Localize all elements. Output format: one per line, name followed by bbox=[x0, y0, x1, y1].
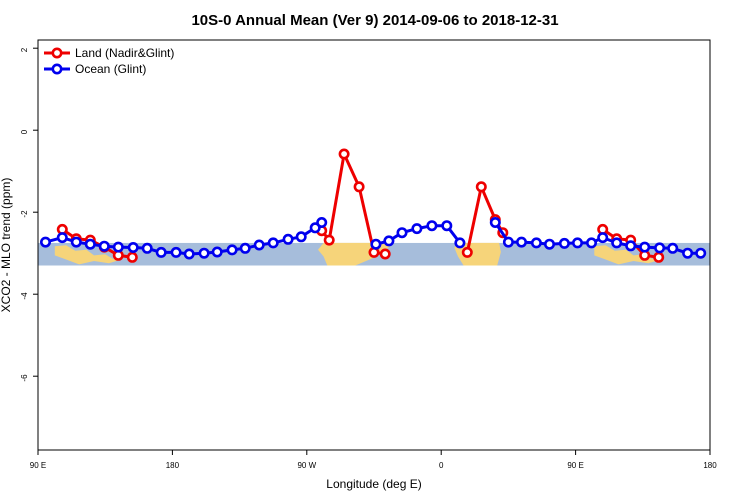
series-ocean-point bbox=[697, 249, 705, 257]
y-axis: 2 0 -2 -4 -6 XCO2 - MLO trend (ppm) bbox=[0, 47, 38, 381]
series-ocean-point bbox=[613, 239, 621, 247]
series-ocean-point bbox=[587, 239, 595, 247]
legend-land-label: Land (Nadir&Glint) bbox=[75, 46, 174, 60]
series-ocean-point bbox=[532, 239, 540, 247]
x-tick-label: 90 E bbox=[567, 461, 583, 470]
series-ocean-point bbox=[100, 242, 108, 250]
y-axis-label: XCO2 - MLO trend (ppm) bbox=[0, 178, 13, 313]
series-ocean-point bbox=[241, 244, 249, 252]
legend-ocean-marker bbox=[53, 65, 61, 73]
legend-ocean-label: Ocean (Glint) bbox=[75, 62, 146, 76]
series-ocean-point bbox=[627, 242, 635, 250]
series-ocean-point bbox=[669, 244, 677, 252]
x-axis-label: Longitude (deg E) bbox=[326, 477, 421, 491]
series-land-point bbox=[355, 183, 363, 191]
series-ocean-point bbox=[143, 244, 151, 252]
x-tick-label: 90 E bbox=[30, 461, 46, 470]
series-ocean-point bbox=[318, 218, 326, 226]
x-tick-label: 180 bbox=[166, 461, 180, 470]
series-ocean-point bbox=[545, 240, 553, 248]
series-ocean-point bbox=[385, 237, 393, 245]
series-ocean-point bbox=[114, 243, 122, 251]
series-ocean-point bbox=[504, 238, 512, 246]
series-ocean-point bbox=[372, 240, 380, 248]
series-ocean-point bbox=[86, 240, 94, 248]
series-ocean-point bbox=[200, 249, 208, 257]
x-tick-label: 0 bbox=[439, 461, 444, 470]
y-tick-label: 0 bbox=[20, 129, 29, 134]
series-ocean-point bbox=[491, 218, 499, 226]
series-ocean-point bbox=[72, 238, 80, 246]
series-ocean-point bbox=[284, 235, 292, 243]
series-ocean-point bbox=[398, 229, 406, 237]
series-ocean-point bbox=[560, 239, 568, 247]
series-ocean-point bbox=[172, 248, 180, 256]
legend-land-marker bbox=[53, 49, 61, 57]
series-ocean-point bbox=[41, 238, 49, 246]
chart: 10S-0 Annual Mean (Ver 9) 2014-09-06 to … bbox=[0, 0, 750, 500]
y-tick-label: -2 bbox=[20, 210, 29, 218]
series-ocean-point bbox=[683, 249, 691, 257]
series-ocean-point bbox=[185, 250, 193, 258]
series-ocean-point bbox=[255, 241, 263, 249]
series-ocean-point bbox=[228, 246, 236, 254]
legend: Land (Nadir&Glint) Ocean (Glint) bbox=[44, 46, 174, 76]
x-tick-label: 180 bbox=[703, 461, 717, 470]
y-tick-label: 2 bbox=[20, 47, 29, 52]
y-tick-label: -4 bbox=[20, 292, 29, 300]
series-ocean-point bbox=[58, 233, 66, 241]
x-axis: 90 E 180 90 W 0 90 E 180 Longitude (deg … bbox=[30, 450, 717, 491]
series-ocean-point bbox=[573, 239, 581, 247]
series-ocean-point bbox=[413, 224, 421, 232]
series-ocean-point bbox=[599, 233, 607, 241]
series-land-point bbox=[655, 253, 663, 261]
series-ocean-point bbox=[641, 243, 649, 251]
series-land-point bbox=[128, 253, 136, 261]
series-ocean-point bbox=[428, 222, 436, 230]
series-ocean-point bbox=[129, 243, 137, 251]
chart-title: 10S-0 Annual Mean (Ver 9) 2014-09-06 to … bbox=[191, 12, 558, 29]
y-tick-label: -6 bbox=[20, 374, 29, 382]
series-ocean-point bbox=[517, 238, 525, 246]
series-ocean-point bbox=[456, 239, 464, 247]
series-land-point bbox=[463, 248, 471, 256]
x-tick-label: 90 W bbox=[297, 461, 316, 470]
series-ocean-point bbox=[157, 248, 165, 256]
series-ocean-point bbox=[443, 222, 451, 230]
series-land-point bbox=[340, 150, 348, 158]
series-ocean-point bbox=[297, 233, 305, 241]
series-ocean-point bbox=[269, 239, 277, 247]
series-ocean-point bbox=[213, 248, 221, 256]
series-land-point bbox=[477, 183, 485, 191]
series-ocean-point bbox=[655, 244, 663, 252]
series-land-point bbox=[381, 250, 389, 258]
series-land-point bbox=[325, 236, 333, 244]
